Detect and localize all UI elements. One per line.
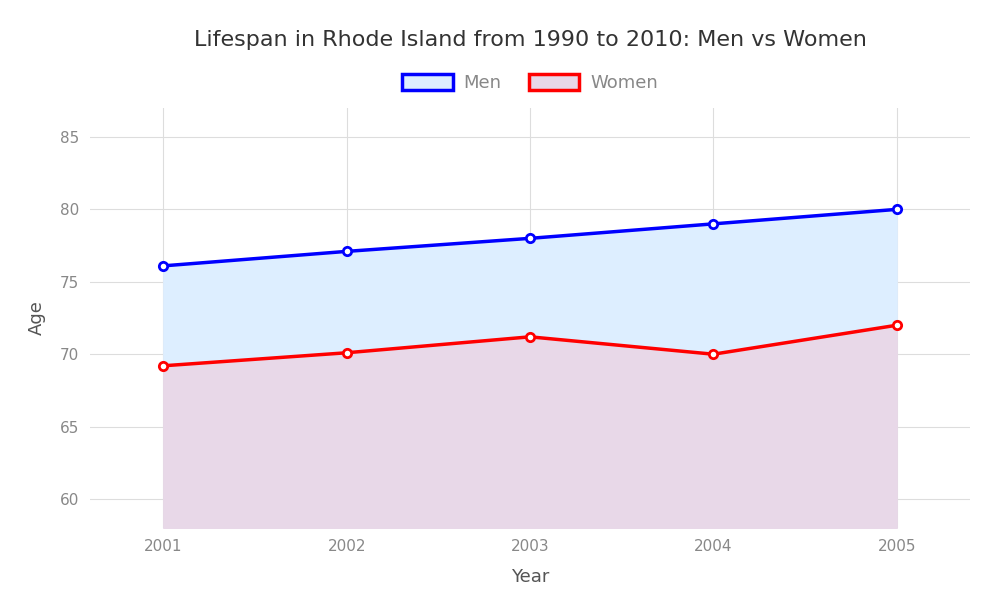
X-axis label: Year: Year	[511, 568, 549, 586]
Title: Lifespan in Rhode Island from 1990 to 2010: Men vs Women: Lifespan in Rhode Island from 1990 to 20…	[194, 29, 866, 49]
Y-axis label: Age: Age	[28, 301, 46, 335]
Legend: Men, Women: Men, Women	[395, 67, 665, 100]
